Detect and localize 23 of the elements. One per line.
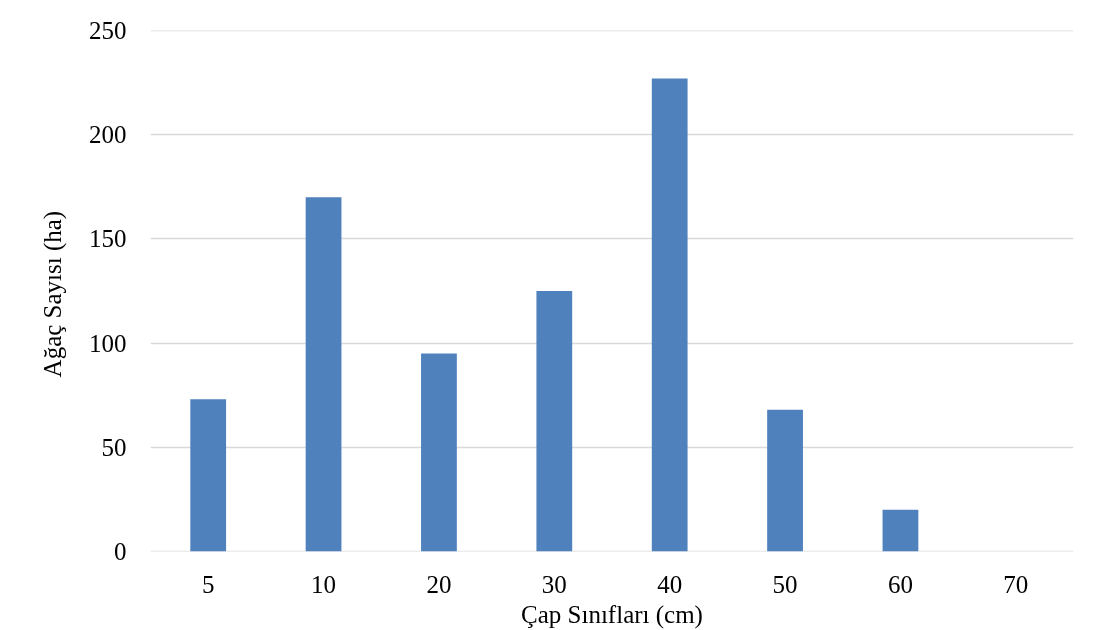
y-tick-label: 50 <box>101 433 127 461</box>
x-tick-label: 40 <box>657 570 683 598</box>
y-axis-title: Ağaç Sayısı (ha) <box>39 210 67 378</box>
x-axis-title: Çap Sınıfları (cm) <box>521 600 703 629</box>
y-tick-label: 250 <box>89 17 127 44</box>
x-tick-label: 70 <box>1003 570 1029 598</box>
bar <box>767 409 803 552</box>
x-tick-label: 60 <box>887 570 913 598</box>
x-tick-label: 30 <box>541 570 567 598</box>
x-tick-label: 5 <box>201 570 215 598</box>
x-tick-label: 20 <box>426 570 452 598</box>
y-tick-label: 100 <box>89 329 127 357</box>
bar <box>651 78 688 552</box>
bar <box>882 509 919 552</box>
y-tick-label: 200 <box>89 121 127 149</box>
y-tick-label: 0 <box>114 538 127 565</box>
bar <box>305 197 342 552</box>
bar <box>190 399 227 552</box>
x-tick-label: 50 <box>772 570 798 598</box>
bar <box>421 353 457 552</box>
bar <box>536 291 573 552</box>
x-tick-label: 10 <box>311 570 337 598</box>
y-tick-label: 150 <box>89 225 127 253</box>
